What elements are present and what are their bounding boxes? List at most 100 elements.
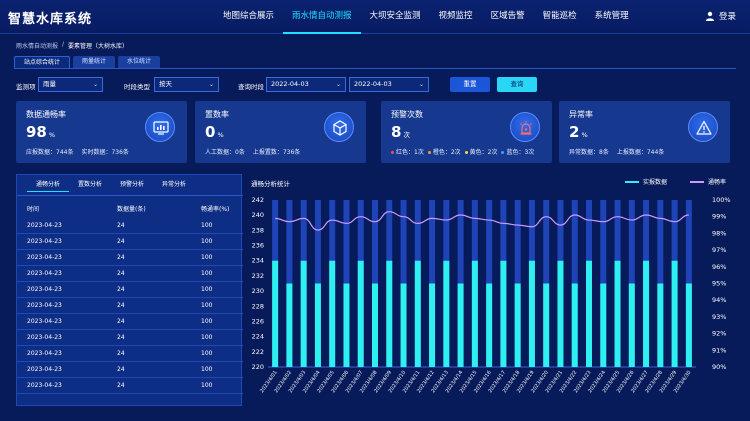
- chevron-down-icon: ⌄: [208, 81, 214, 88]
- nav-item[interactable]: 区域告警: [490, 11, 525, 21]
- stat-value-number: 2: [569, 123, 580, 141]
- chevron-down-icon: ⌄: [418, 81, 424, 88]
- bar: [557, 260, 564, 367]
- reset-button[interactable]: 重置: [450, 77, 490, 92]
- table-cell: 2023-04-23: [27, 238, 62, 245]
- series-line: [275, 211, 689, 231]
- table-header-cell: 畅通率(%): [201, 206, 230, 213]
- table-cell: 24: [117, 318, 125, 325]
- y-right-tick-label: 95%: [712, 280, 726, 288]
- stat-card-value: 98%: [26, 123, 55, 141]
- nav-item[interactable]: 地图综合展示: [223, 11, 275, 21]
- table-row[interactable]: 2023-04-23 24 100: [17, 250, 243, 266]
- bar: [429, 283, 436, 367]
- table-row[interactable]: 2023-04-23 24 100: [17, 378, 243, 394]
- bar: [657, 283, 664, 367]
- end-date-select[interactable]: 2022-04-03 ⌄: [349, 77, 429, 92]
- table-cell: 2023-04-23: [27, 366, 62, 373]
- stat-card-value: 0%: [205, 123, 224, 141]
- table-cell: 24: [117, 222, 125, 229]
- chart-title: 通畅分析统计: [251, 180, 290, 188]
- bar: [386, 260, 393, 367]
- y-left-tick-label: 224: [252, 333, 264, 341]
- table-row[interactable]: 2023-04-23 24 100: [17, 282, 243, 298]
- table-cell: 100: [201, 350, 213, 357]
- y-left-tick-label: 238: [252, 226, 264, 234]
- nav-item[interactable]: 大坝安全监测: [369, 11, 421, 21]
- stat-detail-text: 实时数据：736条: [81, 149, 129, 156]
- analysis-table-panel: 通畅分析 置数分析 预警分析 异常分析 时间 数据量(条) 畅通率(%) 2023-04-2…: [16, 174, 243, 406]
- analysis-tab[interactable]: 预警分析: [120, 181, 145, 188]
- start-date-select[interactable]: 2022-04-03 ⌄: [266, 77, 346, 92]
- table-row[interactable]: 2023-04-23 24 100: [17, 362, 243, 378]
- tab-item[interactable]: 站点综合统计: [14, 56, 71, 68]
- nav-item[interactable]: 智能巡检: [542, 11, 577, 21]
- breadcrumb-separator: /: [62, 41, 65, 48]
- table-cell: 2023-04-23: [27, 222, 62, 229]
- period-select-value: 按天: [159, 80, 172, 88]
- start-date-value: 2022-04-03: [271, 80, 309, 88]
- bar: [671, 260, 678, 367]
- stat-card: 数据通畅率 98% 应报数据：744条 实时数据：736条: [16, 101, 187, 163]
- table-row[interactable]: 2023-04-23 24 100: [17, 314, 243, 330]
- y-right-tick-label: 99%: [712, 213, 726, 221]
- table-cell: 24: [117, 302, 125, 309]
- stat-detail-text: 橙色：2次: [432, 149, 461, 156]
- analysis-tab[interactable]: 通畅分析: [27, 175, 70, 192]
- table-header-cell: 数据量(条): [117, 206, 146, 213]
- y-left-tick-label: 230: [252, 287, 264, 295]
- table-row[interactable]: 2023-04-23 24 100: [17, 298, 243, 314]
- analysis-tab[interactable]: 置数分析: [78, 181, 103, 188]
- breadcrumb-parent[interactable]: 雨水情自动测报: [16, 43, 59, 50]
- bar: [614, 260, 621, 367]
- stat-card-value: 2%: [569, 123, 588, 141]
- breadcrumb: 雨水情自动测报 / 要素管理（大树水库）: [16, 41, 128, 50]
- analysis-tabs: 通畅分析 置数分析 预警分析 异常分析: [17, 175, 243, 195]
- table-row[interactable]: 2023-04-23 24 100: [17, 234, 243, 250]
- bar: [471, 260, 478, 367]
- bar: [443, 260, 450, 367]
- period-select[interactable]: 按天 ⌄: [154, 77, 219, 92]
- y-right-tick-label: 97%: [712, 246, 726, 254]
- query-button[interactable]: 查询: [497, 77, 537, 92]
- stat-card-title: 异常率: [569, 110, 593, 119]
- bar: [457, 283, 464, 367]
- table-row[interactable]: 2023-04-23 24 100: [17, 330, 243, 346]
- stat-detail-text: 上报数据：744条: [616, 149, 665, 156]
- y-right-tick-label: 98%: [712, 229, 726, 237]
- table-row[interactable]: 2023-04-23 24 100: [17, 218, 243, 234]
- bar: [372, 283, 378, 367]
- tab-item[interactable]: 水位统计: [118, 56, 161, 68]
- station-filter-label: 监测项: [16, 83, 36, 91]
- table-row[interactable]: 2023-04-23 24 100: [17, 266, 243, 282]
- stat-detail-item: 蓝色：3次: [501, 147, 534, 156]
- stat-value-unit: %: [217, 131, 224, 139]
- y-left-tick-label: 242: [252, 196, 264, 204]
- stat-detail-item: 应报数据：744条: [26, 147, 73, 156]
- tab-item[interactable]: 雨量统计: [73, 56, 116, 68]
- nav-item[interactable]: 视频监控: [438, 11, 473, 21]
- chevron-down-icon: ⌄: [335, 81, 341, 88]
- filter-bar: 监测项 雨量 ⌄ 时段类型 按天 ⌄ 查询时段 2022-04-03 ⌄ 202…: [16, 77, 736, 93]
- table-cell: 24: [117, 350, 125, 357]
- table-row[interactable]: 2023-04-23 24 100: [17, 346, 243, 362]
- station-select[interactable]: 雨量 ⌄: [38, 77, 103, 92]
- stat-value-unit: %: [48, 131, 56, 139]
- nav-item[interactable]: 雨水情自动测报: [283, 0, 361, 34]
- nav-item[interactable]: 系统管理: [594, 11, 629, 21]
- status-dot: [427, 151, 431, 154]
- bar: [329, 260, 336, 367]
- analysis-tab[interactable]: 异常分析: [162, 181, 187, 188]
- y-right-tick-label: 91%: [712, 346, 726, 354]
- stat-detail-text: 蓝色：3次: [506, 149, 535, 156]
- login-button[interactable]: 登录: [705, 10, 736, 22]
- stat-value-number: 8: [391, 123, 402, 141]
- stat-card-title: 数据通畅率: [26, 110, 66, 119]
- analysis-tab-divider: [17, 195, 243, 196]
- status-dot: [501, 151, 505, 154]
- bar: [586, 260, 592, 367]
- y-left-tick-label: 232: [252, 272, 264, 280]
- stat-detail-item: 红色：1次: [391, 147, 424, 156]
- table-cell: 2023-04-23: [27, 382, 62, 389]
